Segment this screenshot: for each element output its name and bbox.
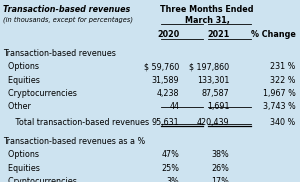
Text: 340 %: 340 % [270,118,296,127]
Text: Other: Other [3,102,31,111]
Text: Total transaction-based revenues: Total transaction-based revenues [3,118,149,127]
Text: 2021: 2021 [207,30,230,39]
Text: 1,967 %: 1,967 % [262,89,296,98]
Text: 231 %: 231 % [270,62,296,72]
Text: Transaction-based revenues as a %: Transaction-based revenues as a % [3,137,145,146]
Text: Equities: Equities [3,76,40,85]
Text: $ 59,760: $ 59,760 [144,62,179,72]
Text: $ 197,860: $ 197,860 [189,62,230,72]
Text: 1,691: 1,691 [207,102,230,111]
Text: 3%: 3% [167,177,179,182]
Text: 322 %: 322 % [270,76,296,85]
Text: 2020: 2020 [157,30,179,39]
Text: Cryptocurrencies: Cryptocurrencies [3,89,77,98]
Text: Options: Options [3,62,39,72]
Text: 38%: 38% [212,151,230,159]
Text: Options: Options [3,151,39,159]
Text: Equities: Equities [3,164,40,173]
Text: 133,301: 133,301 [197,76,230,85]
Text: 44: 44 [169,102,179,111]
Text: Cryptocurrencies: Cryptocurrencies [3,177,77,182]
Text: 25%: 25% [161,164,179,173]
Text: 31,589: 31,589 [152,76,179,85]
Text: 87,587: 87,587 [202,89,230,98]
Text: 3,743 %: 3,743 % [263,102,296,111]
Text: Three Months Ended
March 31,: Three Months Ended March 31, [160,5,254,25]
Text: 4,238: 4,238 [157,89,179,98]
Text: 47%: 47% [161,151,179,159]
Text: 26%: 26% [212,164,230,173]
Text: 17%: 17% [212,177,230,182]
Text: Transaction-based revenues: Transaction-based revenues [3,5,130,14]
Text: 420,439: 420,439 [197,118,230,127]
Text: Transaction-based revenues: Transaction-based revenues [3,49,116,58]
Text: 95,631: 95,631 [152,118,179,127]
Text: (in thousands, except for percentages): (in thousands, except for percentages) [3,17,133,23]
Text: % Change: % Change [250,30,296,39]
